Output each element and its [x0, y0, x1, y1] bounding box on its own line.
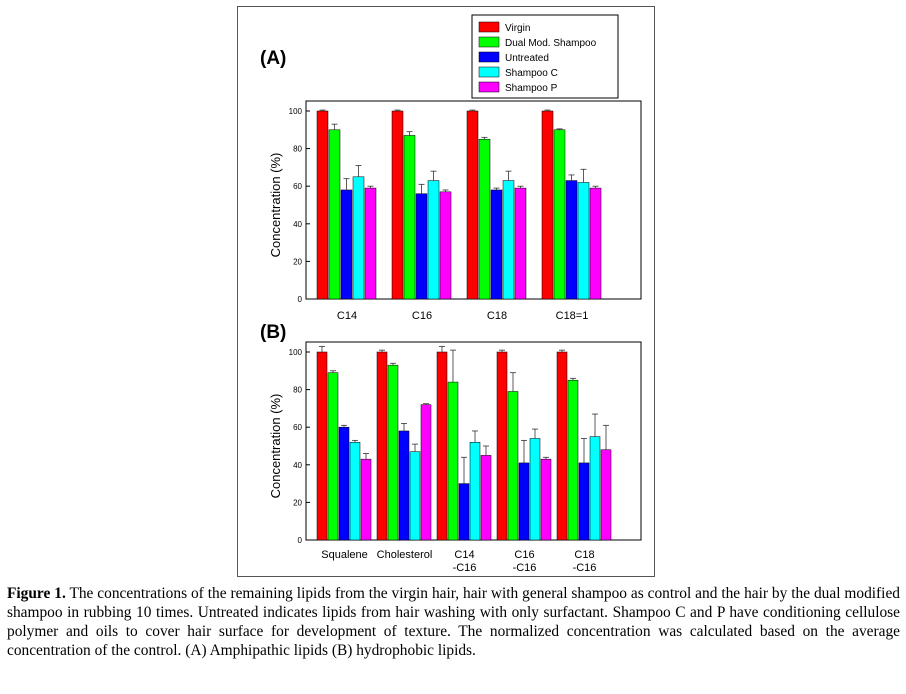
- figure-frame: 0 20 40 60 80 100 Concentration (%) (A) C14 C16 C1…: [237, 6, 655, 577]
- panel-a-bar: [514, 187, 527, 300]
- panel-a-category-label: C18=1: [556, 310, 589, 322]
- panel-a-ytick-label: 100: [289, 107, 303, 116]
- panel-b-bar: [518, 462, 530, 541]
- panel-b-bar: [447, 381, 459, 541]
- legend-swatch: [478, 66, 500, 78]
- panel-a-bar: [415, 193, 428, 300]
- panel-b-bar: [458, 483, 470, 541]
- legend-swatch: [478, 81, 500, 93]
- panel-a-bar: [352, 176, 365, 300]
- panel-a-bar: [364, 187, 377, 300]
- panel-a-y-axis-label: Concentration (%): [268, 153, 283, 258]
- legend-label: Dual Mod. Shampoo: [505, 38, 597, 49]
- panel-a-label: (A): [260, 48, 286, 69]
- panel-b-ytick-label: 20: [293, 498, 302, 507]
- panel-a-ytick-label: 60: [293, 182, 302, 191]
- panel-b-bar: [589, 436, 601, 541]
- panel-b-bar: [556, 351, 568, 541]
- panel-a-category-label: C18: [487, 310, 507, 322]
- panel-a-bar: [541, 110, 554, 300]
- panel-b-bar: [469, 441, 481, 541]
- panel-a-bar: [340, 189, 353, 300]
- panel-a-ytick-label: 20: [293, 257, 302, 266]
- panel-a-bar: [589, 187, 602, 300]
- panel-b-bar: [480, 455, 492, 541]
- panel-a-bar: [427, 180, 440, 300]
- panel-a-bar: [328, 129, 341, 300]
- panel-a-bar: [553, 129, 566, 300]
- panel-a-bar: [466, 110, 479, 300]
- panel-b-label: (B): [260, 322, 286, 343]
- panel-b-category-label: C16: [514, 549, 534, 561]
- panel-a-bar: [391, 110, 404, 300]
- panel-b-bar: [376, 351, 388, 541]
- panel-b-category-label: Squalene: [321, 549, 368, 561]
- panel-b-bar: [349, 441, 361, 541]
- panel-b-bar: [436, 351, 448, 541]
- figure-caption: Figure 1. The concentrations of the rema…: [7, 584, 900, 660]
- legend-swatch: [478, 51, 500, 63]
- panel-a-bar: [316, 110, 329, 300]
- panel-a-bar: [403, 135, 416, 300]
- panel-a-ytick-label: 80: [293, 145, 302, 154]
- panel-b-bar: [398, 430, 410, 541]
- panel-b-bar: [578, 462, 590, 541]
- panel-b-bar: [409, 451, 421, 541]
- panel-b-ytick-label: 40: [293, 461, 302, 470]
- panel-b-category-label: C18: [574, 549, 594, 561]
- panel-b-bar: [316, 351, 328, 541]
- panel-b-bar: [540, 458, 552, 541]
- panel-b-ytick-label: 0: [298, 536, 303, 545]
- panel-b-ytick-label: 80: [293, 386, 302, 395]
- caption-text: The concentrations of the remaining lipi…: [7, 585, 900, 659]
- panel-b-bar: [338, 426, 350, 541]
- panel-b-bar: [496, 351, 508, 541]
- panel-a-bar: [565, 180, 578, 300]
- panel-a-ytick-label: 0: [298, 295, 303, 304]
- legend-label: Virgin: [505, 23, 530, 34]
- panel-a-category-label: C14: [337, 310, 357, 322]
- panel-b-bar: [387, 364, 399, 541]
- panel-b-ytick-label: 60: [293, 423, 302, 432]
- figure-canvas: 0 20 40 60 80 100 Concentration (%) (A) C14 C16 C1…: [260, 14, 642, 574]
- panel-b-category-label: C14: [454, 549, 474, 561]
- panel-b-category-label: Cholesterol: [377, 549, 433, 561]
- legend-swatch: [478, 36, 500, 48]
- panel-b-bar: [360, 458, 372, 541]
- panel-b-bar: [327, 372, 339, 541]
- panel-a-bar: [502, 180, 515, 300]
- legend-label: Shampoo P: [505, 83, 558, 94]
- legend-swatch: [478, 21, 500, 33]
- caption-label: Figure 1.: [7, 585, 66, 602]
- panel-b-bar: [600, 449, 612, 541]
- panel-a-bar: [478, 138, 491, 300]
- panel-a-bar: [439, 191, 452, 300]
- panel-b-bar: [420, 404, 432, 541]
- panel-b-bar: [529, 438, 541, 541]
- panel-b-category-label: -C16: [573, 562, 597, 574]
- panel-b-category-label: -C16: [453, 562, 477, 574]
- panel-b-y-axis-label: Concentration (%): [268, 394, 283, 499]
- panel-b-category-label: -C16: [513, 562, 537, 574]
- panel-b-bar: [567, 379, 579, 541]
- panel-a-category-label: C16: [412, 310, 432, 322]
- panel-a-ytick-label: 40: [293, 220, 302, 229]
- legend-label: Shampoo C: [505, 68, 558, 79]
- panel-a-bar: [490, 189, 503, 300]
- legend-label: Untreated: [505, 53, 549, 64]
- panel-a-bar: [577, 182, 590, 300]
- panel-b-bar: [507, 391, 519, 541]
- panel-b-ytick-label: 100: [289, 348, 303, 357]
